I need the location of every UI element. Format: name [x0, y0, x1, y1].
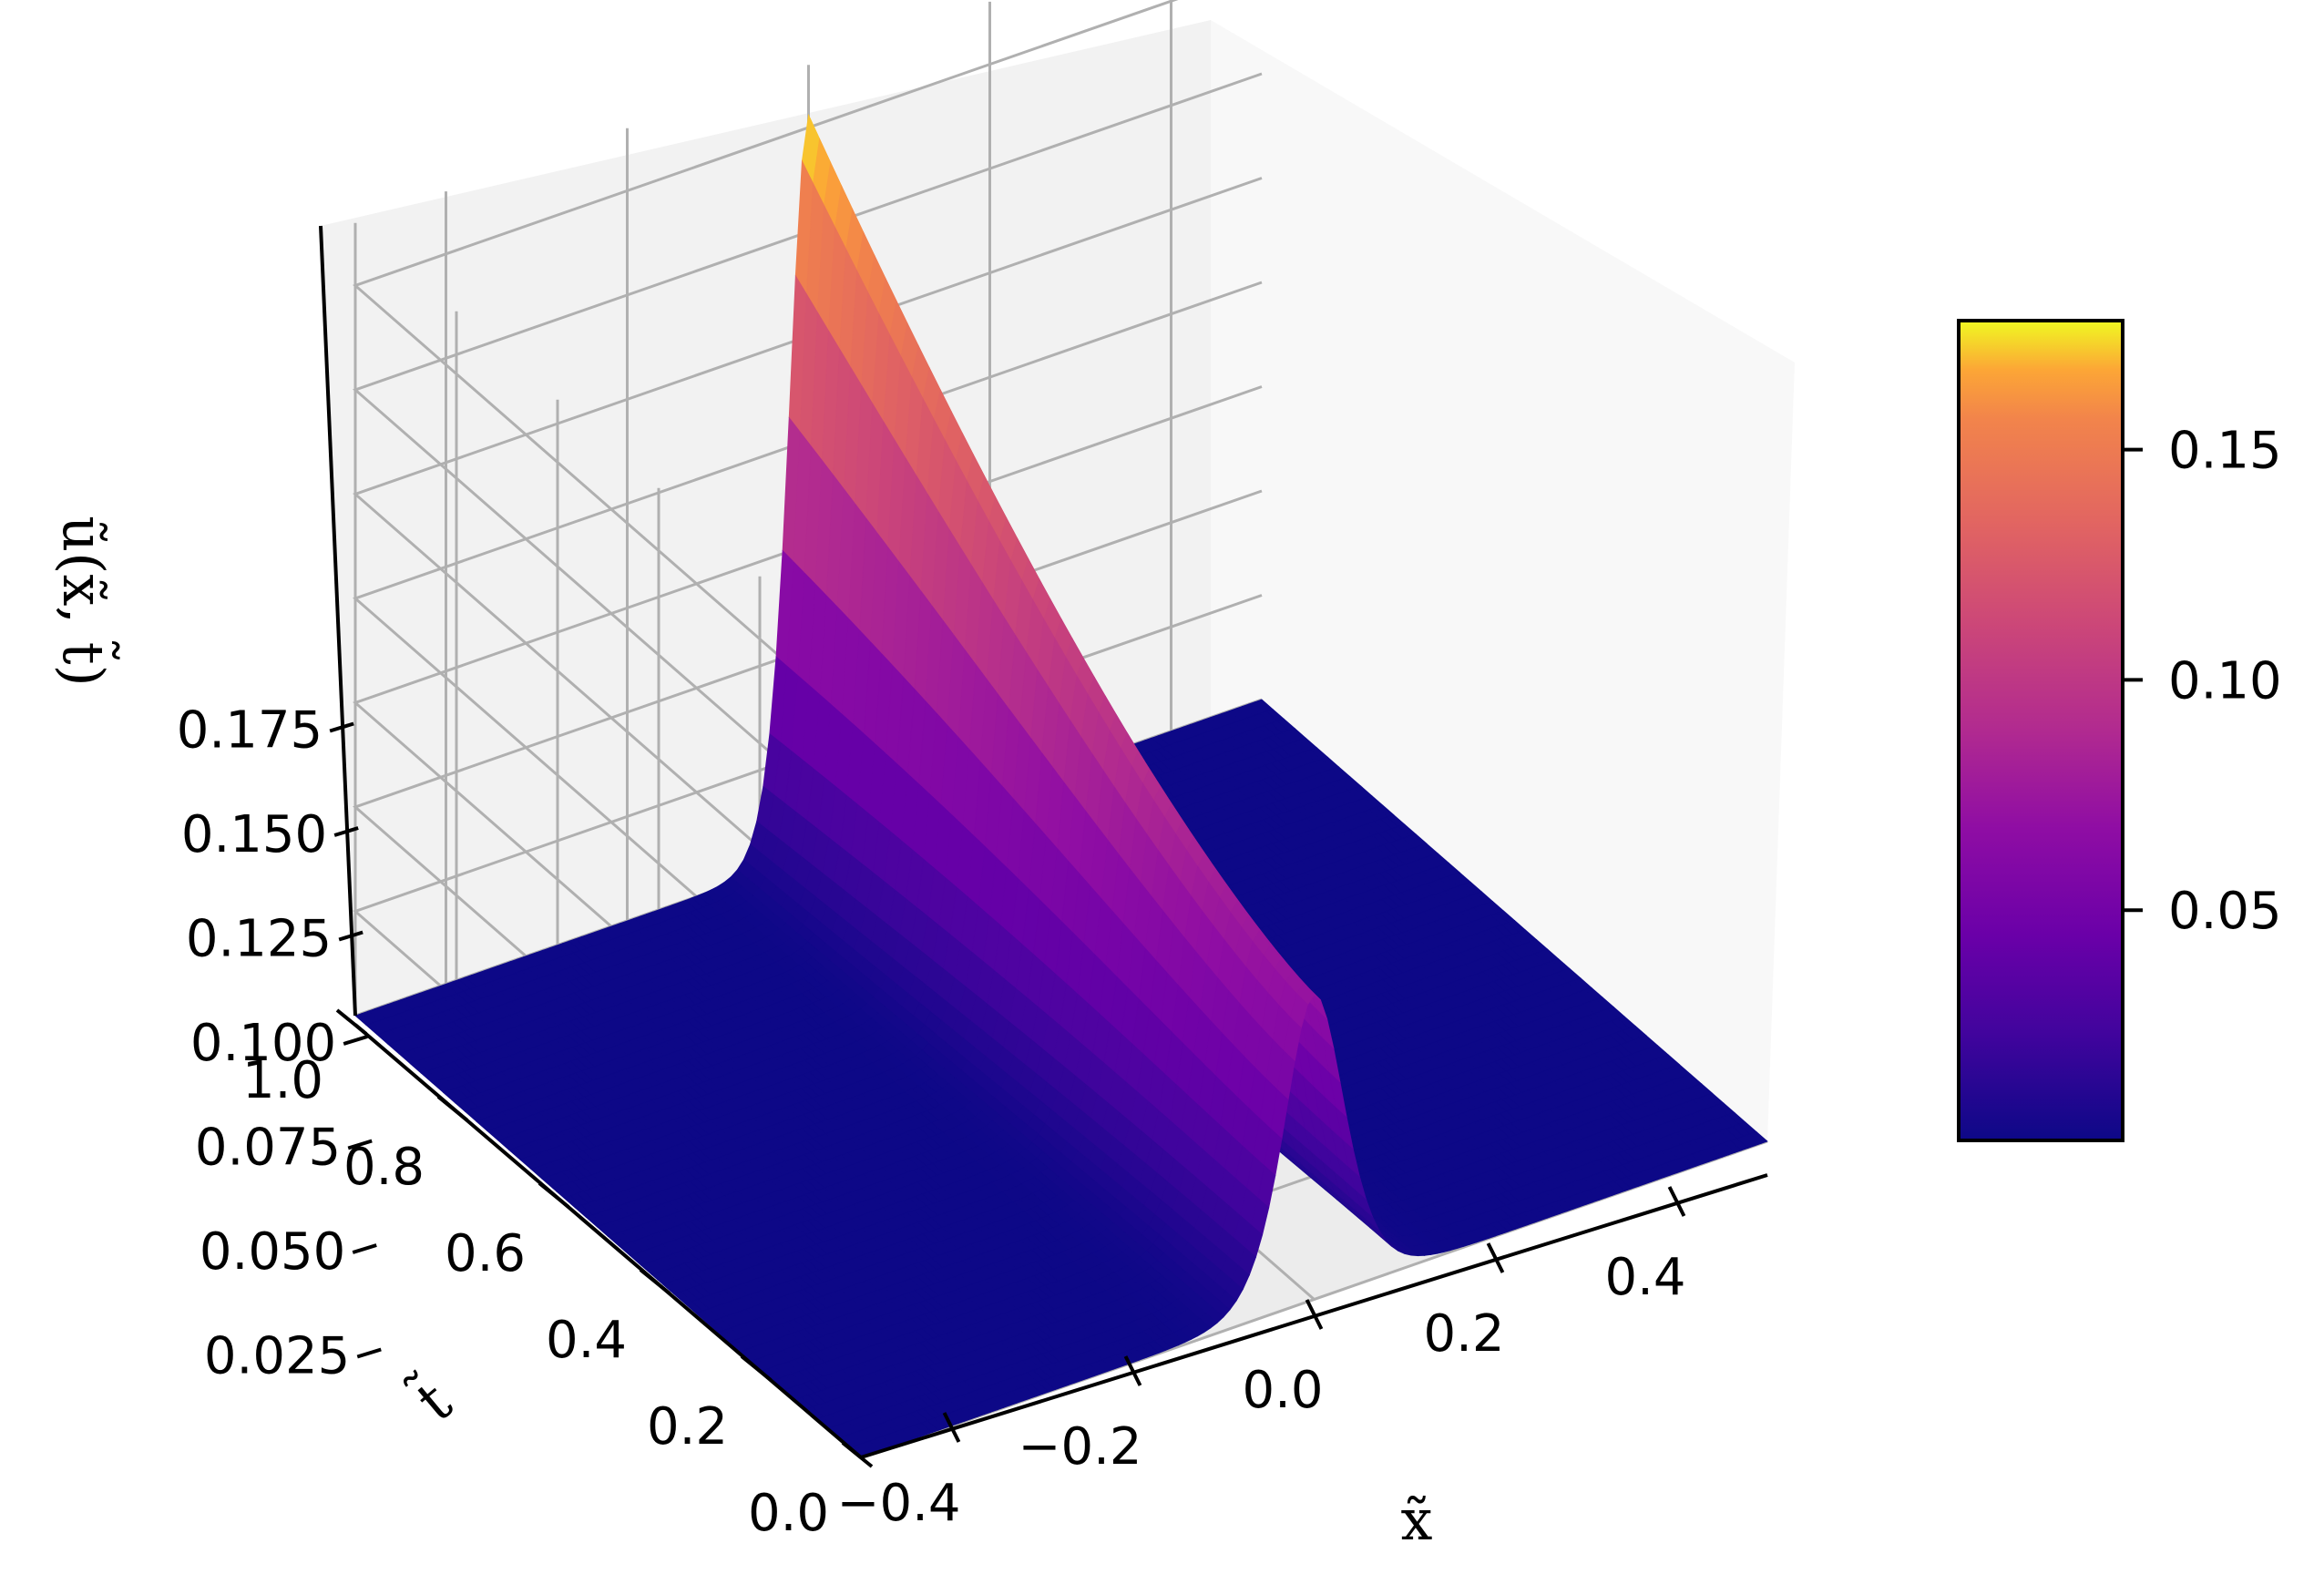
- grid-line: [353, 72, 1263, 833]
- surface-mesh: [354, 113, 1768, 1458]
- grid-line: [353, 0, 1179, 729]
- grid-line: [353, 281, 1263, 1042]
- grid-line: [353, 177, 1263, 937]
